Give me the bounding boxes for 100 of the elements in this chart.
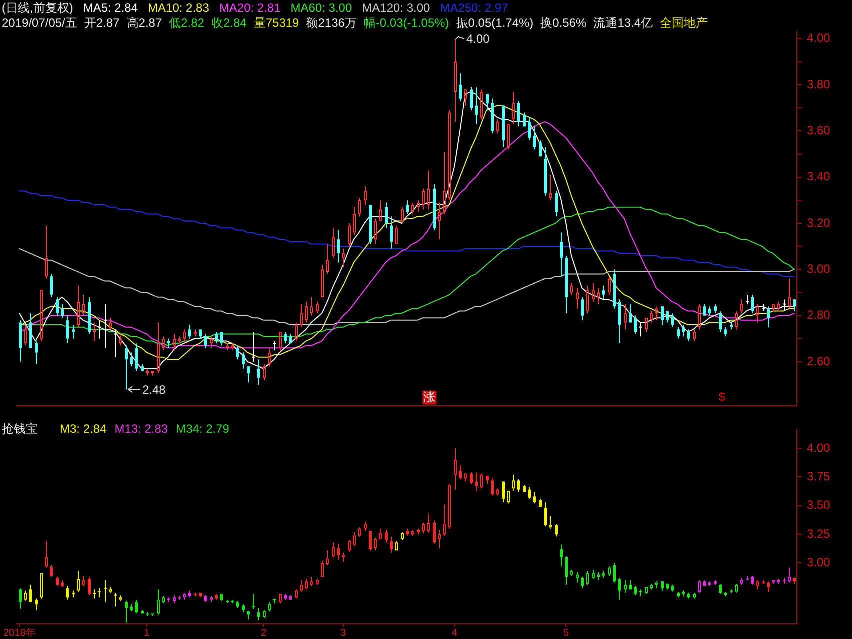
candlestick — [35, 598, 38, 611]
candlestick — [104, 580, 108, 603]
candlestick — [358, 527, 361, 538]
candlestick — [470, 86, 473, 111]
candlestick — [586, 285, 589, 314]
candlestick — [29, 584, 32, 603]
y-tick-label: 3.40 — [807, 170, 831, 184]
candlestick — [379, 200, 382, 222]
text: MA5: 2.84 — [83, 1, 138, 15]
candlestick — [257, 359, 260, 386]
candlestick — [337, 543, 340, 560]
candlestick — [618, 299, 621, 344]
candlestick — [45, 225, 48, 280]
candlestick — [135, 343, 138, 372]
candlestick — [66, 315, 69, 344]
candlestick — [125, 600, 128, 624]
candlestick — [401, 206, 404, 224]
candlestick — [284, 331, 287, 344]
candlestick — [252, 331, 256, 362]
candlestick — [173, 594, 176, 604]
candlestick — [390, 536, 393, 554]
candlestick — [332, 228, 335, 259]
candlestick — [326, 244, 329, 275]
candlestick — [645, 318, 648, 332]
annotation: 4.00 — [466, 32, 490, 46]
candlestick — [634, 586, 637, 596]
candlestick — [300, 580, 303, 592]
candlestick — [719, 310, 722, 332]
candlestick — [114, 592, 118, 608]
candlestick — [310, 576, 313, 587]
candlestick — [740, 578, 743, 586]
candlestick — [157, 322, 160, 374]
candlestick — [210, 336, 213, 349]
candlestick — [24, 590, 27, 602]
candlestick — [422, 188, 425, 210]
candlestick — [496, 488, 499, 496]
candlestick — [104, 304, 108, 349]
candlestick — [539, 140, 542, 158]
candlestick — [624, 304, 627, 330]
text: MA120: 3.00 — [362, 1, 430, 15]
candlestick — [528, 116, 531, 141]
candlestick — [661, 306, 664, 326]
y-tick-label: 4.00 — [807, 31, 831, 46]
candlestick — [581, 296, 584, 321]
candlestick — [109, 318, 112, 330]
candlestick — [502, 481, 505, 503]
candlestick — [406, 200, 409, 215]
candlestick — [332, 542, 335, 558]
candlestick — [178, 336, 181, 344]
y-tick-label: 3.80 — [807, 77, 831, 92]
candlestick — [82, 575, 85, 587]
candlestick — [385, 529, 388, 544]
candlestick — [454, 448, 457, 490]
candlestick — [751, 575, 754, 586]
candlestick — [353, 206, 356, 236]
candlestick — [114, 329, 118, 358]
candlestick — [295, 589, 298, 600]
candlestick — [597, 572, 600, 581]
chart-title: (日线,前复权) — [2, 1, 74, 15]
candlestick — [475, 472, 478, 492]
candlestick — [735, 310, 738, 330]
candlestick — [24, 324, 27, 346]
candlestick — [576, 572, 579, 584]
candlestick — [77, 570, 80, 592]
candlestick — [486, 94, 489, 111]
candlestick — [162, 596, 165, 604]
candlestick — [417, 200, 420, 212]
candlestick — [157, 589, 160, 616]
candlestick — [279, 332, 282, 351]
candlestick — [162, 336, 165, 351]
candlestick — [19, 588, 22, 610]
candlestick — [82, 294, 85, 316]
candlestick — [592, 283, 595, 302]
candlestick — [231, 343, 234, 351]
candlestick — [496, 119, 499, 134]
candlestick — [555, 524, 558, 538]
candlestick — [321, 264, 324, 298]
candlestick — [570, 570, 573, 576]
candlestick — [257, 607, 260, 622]
candlestick — [364, 186, 367, 206]
candlestick — [549, 516, 552, 530]
candlestick — [788, 278, 791, 310]
candlestick — [443, 504, 446, 536]
candlestick — [56, 576, 59, 587]
candlestick — [756, 304, 759, 324]
annotation: M13: 2.83 — [114, 422, 168, 436]
candlestick — [135, 599, 138, 614]
candlestick — [374, 218, 377, 245]
x-tick-label: 2018年 — [4, 626, 36, 639]
candlestick — [316, 301, 319, 314]
candlestick — [173, 334, 176, 351]
candlestick — [61, 304, 64, 319]
candlestick — [236, 345, 239, 360]
candlestick — [226, 343, 229, 351]
candlestick — [50, 274, 53, 298]
candlestick — [560, 544, 563, 568]
candlestick — [204, 334, 207, 349]
chart-title: 抢钱宝 — [2, 422, 38, 436]
candlestick — [655, 306, 658, 321]
candlestick — [650, 310, 653, 324]
